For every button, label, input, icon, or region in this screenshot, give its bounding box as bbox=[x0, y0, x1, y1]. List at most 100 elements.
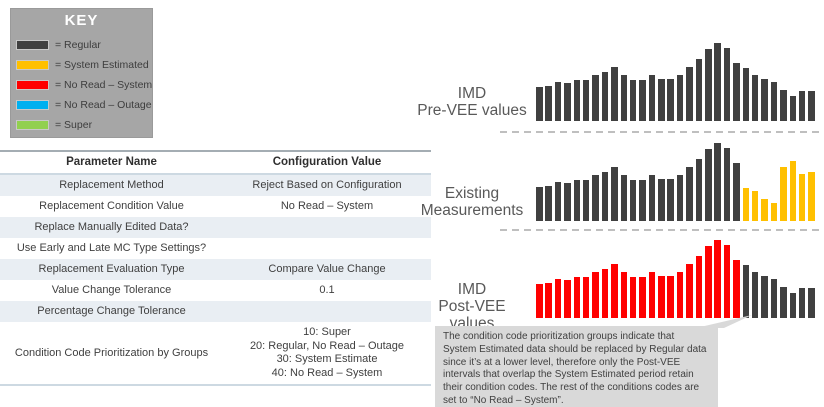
bar bbox=[676, 272, 684, 318]
bar bbox=[573, 80, 581, 121]
bar bbox=[770, 279, 778, 318]
bar bbox=[733, 163, 740, 221]
configuration-value-cell bbox=[223, 301, 431, 322]
column-header-configuration-value: Configuration Value bbox=[272, 156, 382, 168]
configuration-value-cell: 10: Super 20: Regular, No Read – Outage 30… bbox=[223, 322, 431, 385]
bar bbox=[658, 79, 665, 121]
key-item-label: = No Read – System bbox=[55, 79, 153, 91]
bar bbox=[554, 82, 562, 121]
bar bbox=[742, 188, 750, 221]
configuration-value-cell bbox=[223, 238, 431, 259]
configuration-value-cell: Compare Value Change bbox=[268, 263, 386, 275]
bar bbox=[611, 264, 618, 318]
key-item-label: = Super bbox=[55, 119, 93, 131]
parameter-name-cell: Use Early and Late MC Type Settings? bbox=[16, 242, 207, 254]
bar bbox=[536, 284, 543, 318]
table-row: Use Early and Late MC Type Settings? bbox=[0, 238, 431, 259]
bar bbox=[789, 293, 797, 318]
table-row: Replacement Method Reject Based on Config… bbox=[0, 174, 431, 196]
callout-pointer-triangle bbox=[696, 315, 752, 328]
bar bbox=[582, 277, 590, 318]
bar bbox=[742, 265, 750, 318]
bar bbox=[573, 180, 581, 221]
bar bbox=[751, 272, 759, 318]
bar bbox=[723, 245, 731, 318]
bar bbox=[592, 272, 599, 318]
config-line: 10: Super bbox=[303, 326, 351, 338]
bar bbox=[686, 67, 693, 121]
bar bbox=[667, 179, 674, 221]
chart-label-existing-measurements: Existing Measurements bbox=[414, 185, 530, 219]
bar bbox=[648, 175, 656, 221]
bar bbox=[536, 187, 543, 221]
bar bbox=[629, 80, 637, 121]
bar bbox=[789, 96, 797, 121]
configuration-value-cell: Reject Based on Configuration bbox=[252, 179, 402, 191]
bar bbox=[545, 283, 552, 318]
bar bbox=[723, 48, 731, 121]
bar bbox=[714, 240, 721, 318]
config-line: 40: No Read – System bbox=[271, 366, 383, 379]
bar bbox=[780, 287, 787, 318]
parameter-name-cell: Value Change Tolerance bbox=[51, 284, 172, 296]
bar bbox=[667, 79, 674, 121]
post-vee-bar-chart bbox=[536, 238, 816, 318]
bar bbox=[639, 80, 646, 121]
bar bbox=[554, 182, 562, 221]
bar bbox=[770, 82, 778, 121]
bar bbox=[705, 149, 712, 221]
no-read-system-color-swatch bbox=[16, 80, 49, 90]
bar bbox=[611, 67, 618, 121]
column-header-parameter-name: Parameter Name bbox=[66, 156, 157, 168]
key-item: = Regular bbox=[16, 39, 152, 51]
bar bbox=[676, 75, 684, 121]
parameter-name-cell: Percentage Change Tolerance bbox=[37, 305, 186, 317]
bar bbox=[733, 260, 740, 318]
bar bbox=[751, 191, 759, 221]
chart-label-line: IMD bbox=[457, 281, 487, 298]
bar bbox=[648, 272, 656, 318]
bar bbox=[667, 276, 674, 318]
bar bbox=[639, 277, 646, 318]
bar bbox=[723, 148, 731, 221]
configuration-table: Parameter Name Configuration Value Repla… bbox=[0, 150, 431, 386]
bar bbox=[789, 161, 797, 221]
configuration-value-cell: 0.1 bbox=[319, 284, 335, 296]
bar bbox=[798, 174, 806, 221]
parameter-name-cell: Replacement Condition Value bbox=[39, 200, 184, 212]
chart-label-pre-vee: IMD Pre-VEE values bbox=[414, 85, 530, 119]
bar bbox=[714, 143, 721, 221]
bar bbox=[658, 276, 665, 318]
chart-label-line: Pre-VEE values bbox=[417, 102, 527, 119]
parameter-name-cell: Replacement Evaluation Type bbox=[38, 263, 185, 275]
bar bbox=[573, 277, 581, 318]
bar bbox=[592, 175, 599, 221]
key-item-label: = Regular bbox=[55, 39, 101, 51]
bar bbox=[601, 172, 609, 221]
table-header-row: Parameter Name Configuration Value bbox=[0, 151, 431, 174]
config-line: 20: Regular, No Read – Outage bbox=[249, 339, 405, 352]
bar bbox=[592, 75, 599, 121]
bar bbox=[620, 75, 628, 121]
parameter-name-cell: Replace Manually Edited Data? bbox=[34, 221, 189, 233]
condition-code-note: The condition code prioritization groups… bbox=[435, 326, 718, 407]
bar bbox=[780, 167, 787, 221]
bar bbox=[629, 277, 637, 318]
bar bbox=[761, 276, 768, 318]
chart-label-line: IMD bbox=[457, 85, 487, 102]
bar bbox=[620, 175, 628, 221]
bar bbox=[564, 83, 571, 121]
bar bbox=[695, 59, 703, 121]
system-estimated-color-swatch bbox=[16, 60, 49, 70]
bar bbox=[714, 43, 721, 121]
bar bbox=[761, 79, 768, 121]
bar bbox=[705, 246, 712, 318]
bar bbox=[798, 288, 806, 318]
bar bbox=[639, 180, 646, 221]
table-row: Replacement Condition Value No Read – Sys… bbox=[0, 196, 431, 217]
bar bbox=[705, 49, 712, 121]
key-item-label: = System Estimated bbox=[55, 59, 149, 71]
bar bbox=[808, 91, 815, 121]
bar bbox=[601, 72, 609, 121]
